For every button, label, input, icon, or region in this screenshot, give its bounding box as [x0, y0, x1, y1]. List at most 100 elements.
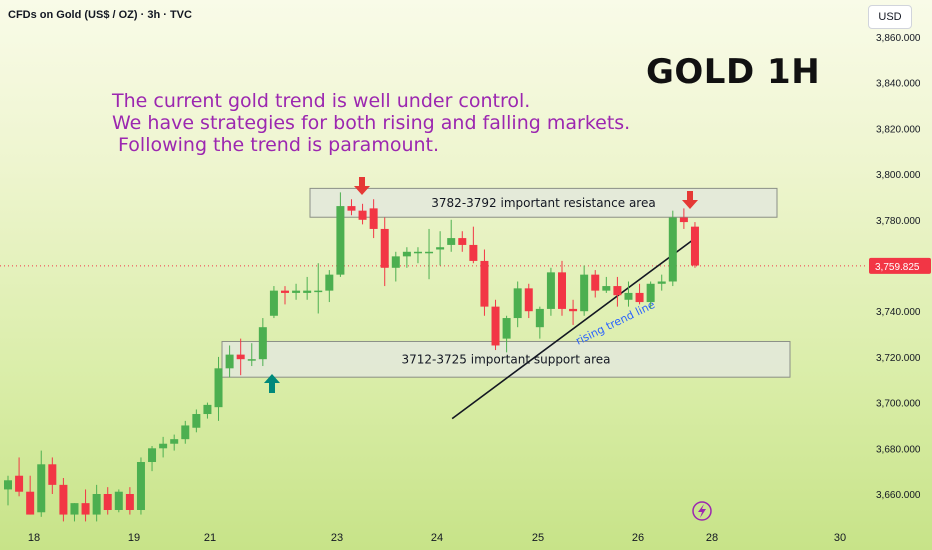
candle: [458, 231, 467, 252]
time-tick-label: 18: [28, 532, 40, 544]
candle: [269, 286, 278, 319]
candle: [657, 274, 666, 291]
candle: [125, 487, 134, 515]
candle: [480, 249, 489, 316]
lightning-icon[interactable]: [692, 501, 712, 521]
candle: [413, 247, 422, 264]
candle: [136, 457, 145, 515]
price-tick-label: 3,820.000: [876, 124, 921, 135]
candle: [247, 343, 256, 367]
time-axis[interactable]: 18 19 21 23 24 25 26 28 30: [28, 532, 846, 544]
resistance-zone-label: 3782-3792 important resistance area: [431, 196, 655, 210]
rising-trend-line[interactable]: [451, 237, 696, 420]
resistance-arrow-icon: [682, 191, 698, 209]
candle: [358, 203, 367, 225]
candle: [81, 489, 90, 522]
time-tick-label: 21: [204, 532, 216, 544]
annotation-line: The current gold trend is well under con…: [112, 90, 531, 112]
candle: [181, 420, 190, 444]
candle: [214, 356, 223, 421]
time-tick-label: 23: [331, 532, 343, 544]
svg-text:3,759.825: 3,759.825: [875, 262, 920, 273]
candle: [569, 299, 578, 325]
time-tick-label: 30: [834, 532, 846, 544]
candle: [314, 263, 323, 314]
candle: [170, 434, 179, 451]
candle: [148, 446, 157, 472]
candle: [690, 222, 699, 268]
resistance-arrow-icon: [354, 177, 370, 195]
candle: [436, 231, 445, 266]
candle: [402, 247, 411, 268]
candle: [103, 487, 112, 515]
price-tick-label: 3,660.000: [876, 490, 921, 501]
candle: [70, 503, 79, 522]
candle: [447, 219, 456, 252]
candle: [369, 199, 378, 239]
candle: [37, 450, 46, 517]
candle: [513, 281, 522, 328]
annotation-text: The current gold trend is well under con…: [112, 90, 630, 156]
annotation-line: We have strategies for both rising and f…: [112, 112, 631, 134]
candle: [546, 267, 555, 316]
candle: [281, 286, 289, 305]
candle: [48, 457, 57, 494]
candle: [380, 217, 389, 287]
symbol-title[interactable]: CFDs on Gold (US$ / OZ) · 3h · TVC: [8, 9, 192, 21]
price-tick-label: 3,740.000: [876, 307, 921, 318]
candle: [602, 276, 611, 293]
price-tick-label: 3,840.000: [876, 79, 921, 90]
candle: [114, 489, 123, 513]
time-tick-label: 26: [632, 532, 644, 544]
candle: [502, 315, 511, 353]
chart-heading: GOLD 1H: [646, 52, 821, 92]
price-tick-label: 3,680.000: [876, 444, 921, 455]
support-zone-label: 3712-3725 important support area: [402, 352, 611, 366]
candle: [347, 199, 356, 216]
candles: [4, 192, 699, 522]
candle: [92, 484, 101, 522]
candle: [15, 457, 24, 497]
time-tick-label: 24: [431, 532, 443, 544]
candle: [336, 192, 345, 277]
candle: [591, 270, 600, 298]
candle: [258, 318, 267, 367]
candle: [225, 345, 234, 378]
candle: [558, 260, 566, 316]
candle: [668, 210, 677, 287]
time-tick-label: 28: [706, 532, 718, 544]
resistance-zone[interactable]: 3782-3792 important resistance area: [309, 187, 778, 218]
currency-button[interactable]: USD: [868, 5, 912, 29]
candle: [491, 299, 500, 351]
candle: [646, 281, 655, 309]
candle: [391, 251, 400, 282]
candle: [59, 478, 68, 522]
candle: [292, 283, 301, 300]
candle: [535, 306, 544, 339]
support-zone[interactable]: 3712-3725 important support area: [221, 340, 791, 378]
candle: [679, 208, 688, 229]
candle: [203, 402, 212, 419]
price-tick-label: 3,780.000: [876, 216, 921, 227]
annotation-line: Following the trend is paramount.: [112, 134, 440, 156]
price-tick-label: 3,720.000: [876, 353, 921, 364]
candle: [469, 226, 478, 264]
price-tick-label: 3,860.000: [876, 33, 921, 44]
candle: [26, 475, 35, 515]
candle: [635, 283, 644, 305]
candle: [4, 475, 12, 506]
time-tick-label: 25: [532, 532, 544, 544]
candle: [580, 265, 589, 316]
candle: [613, 276, 622, 307]
candle: [159, 436, 168, 458]
candle: [624, 281, 633, 307]
candle: [236, 338, 245, 376]
candle: [524, 283, 533, 319]
support-arrow-icon: [264, 374, 280, 393]
candle: [192, 409, 201, 433]
price-tick-label: 3,700.000: [876, 399, 921, 410]
time-tick-label: 19: [128, 532, 140, 544]
last-price-tag: 3,759.825: [869, 257, 931, 274]
